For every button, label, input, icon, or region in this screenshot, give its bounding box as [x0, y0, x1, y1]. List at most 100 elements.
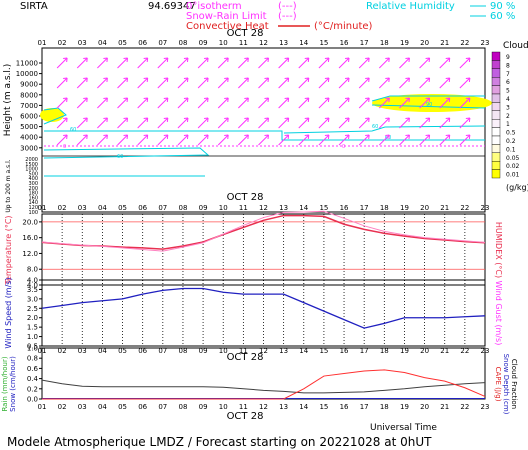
- wind-arrow: [419, 134, 431, 146]
- hour-tick-label: 08: [178, 347, 187, 355]
- wind-arrow: [338, 57, 350, 69]
- wind-arrow: [97, 117, 108, 129]
- wind-arrow-shaft: [258, 134, 269, 146]
- wind-tick-label: 0.5: [27, 343, 38, 351]
- hour-tick-label: 21: [440, 347, 449, 355]
- hour-tick-label: 20: [420, 204, 429, 212]
- wind-arrow-shaft: [399, 134, 410, 146]
- cloud-scale-swatch: [491, 127, 501, 137]
- height-tick-label: 1500: [25, 162, 38, 168]
- wind-tick-label: 1.5: [27, 324, 38, 332]
- wind-arrow-head: [324, 77, 330, 83]
- hour-tick-label: 05: [118, 39, 127, 47]
- hour-tick-label: 06: [138, 403, 147, 411]
- wind-arrow-shaft: [439, 97, 451, 109]
- wind-arrow-shaft: [137, 77, 149, 89]
- hour-tick-label: 14: [299, 204, 308, 212]
- hour-tick-label: 16: [340, 39, 349, 47]
- wind-arrow: [439, 57, 451, 69]
- wind-arrow-shaft: [278, 117, 289, 129]
- hour-tick-label: 11: [239, 39, 248, 47]
- wind-arrow-shaft: [298, 97, 310, 109]
- hour-tick-label: 15: [319, 39, 328, 47]
- date-label-top: OCT 28: [227, 28, 264, 39]
- wind-arrow-shaft: [117, 77, 128, 89]
- height-tick-label: 9000: [20, 81, 38, 89]
- wind-arrow-head: [385, 134, 390, 140]
- wind-arrow-head: [344, 77, 350, 83]
- wind-arrow-shaft: [358, 97, 370, 109]
- hour-tick-label: 01: [38, 204, 47, 212]
- wind-arrow-head: [365, 117, 370, 123]
- wind-arrow: [137, 117, 149, 129]
- wind-arrow-shaft: [117, 57, 128, 69]
- wind-arrow-head: [284, 57, 290, 63]
- wind-arrow-shaft: [399, 97, 410, 109]
- wind-arrow-shaft: [459, 97, 471, 109]
- height-tick-label: 160: [28, 195, 38, 201]
- wind-arrow-head: [465, 117, 471, 123]
- wind-arrow: [258, 117, 269, 129]
- hour-tick-label: 12: [259, 39, 268, 47]
- rh-contour: [371, 95, 486, 109]
- wind-arrow: [117, 134, 129, 146]
- wind-arrow: [117, 77, 129, 89]
- wind-arrow: [97, 77, 108, 89]
- hour-tick-label: 10: [219, 39, 228, 47]
- wind-arrow-shaft: [459, 77, 471, 89]
- wind-arrow: [56, 134, 68, 146]
- wind-arrow-shaft: [439, 117, 451, 129]
- wind-arrow-head: [465, 97, 471, 103]
- clouds-label: Clouds: [503, 41, 528, 51]
- wind-arrow-head: [183, 117, 189, 123]
- wind-arrow-head: [244, 77, 249, 83]
- wind-arrow-head: [304, 117, 310, 123]
- hour-tick-label: 13: [279, 39, 288, 47]
- wind-arrow-head: [123, 134, 129, 140]
- wind-arrow-head: [425, 117, 431, 123]
- wind-arrow-head: [365, 57, 370, 63]
- hour-tick-label: 13: [279, 204, 288, 212]
- height-panel: 01 02 03 04 05 06 07 08 09 10 11 12 13 14 15 16 17 18 19 20…: [3, 28, 528, 216]
- rh-label: 60: [385, 135, 391, 141]
- hour-tick-label: 05: [118, 403, 127, 411]
- rh-contour: [43, 107, 67, 125]
- height-tick-label: 140: [28, 200, 38, 206]
- wind-arrow-head: [365, 97, 370, 103]
- wind-arrow: [117, 117, 129, 129]
- wind-arrow-shaft: [378, 117, 390, 129]
- hour-tick-label: 10: [219, 347, 228, 355]
- hour-tick-label: 22: [460, 403, 469, 411]
- temp-tick-label: 16.0: [22, 234, 38, 242]
- wind-arrow-shaft: [97, 134, 108, 146]
- wind-arrow-head: [183, 77, 189, 83]
- rain-ylabel: Rain (mm/hour): [1, 356, 9, 411]
- cloud-scale-label: 5: [506, 88, 510, 95]
- temp-tick-label: 4.0: [27, 282, 38, 290]
- wind-arrow: [117, 57, 129, 69]
- wind-arrow-head: [284, 117, 290, 123]
- wind-arrow: [97, 134, 108, 146]
- wind-arrow: [378, 77, 390, 89]
- wind-arrow-shaft: [419, 97, 430, 109]
- wind-arrow: [278, 97, 290, 109]
- cloud-scale-swatch: [491, 152, 501, 162]
- wind-arrow-shaft: [439, 57, 451, 69]
- wind-arrow: [439, 117, 451, 129]
- wind-arrow-shaft: [217, 117, 229, 129]
- wind-arrow-head: [103, 97, 108, 103]
- wind-arrow: [177, 77, 189, 89]
- hour-tick-label: 12: [259, 403, 268, 411]
- wind-arrow: [137, 57, 149, 69]
- wind-arrow-head: [465, 57, 471, 63]
- hour-tick-label: 04: [98, 403, 107, 411]
- wind-arrow-head: [264, 57, 269, 63]
- legend-rh-90: 90 %: [490, 1, 515, 12]
- wind-arrow-head: [83, 134, 88, 140]
- height-tick-label: 6000: [20, 113, 38, 121]
- wind-arrow: [117, 97, 129, 109]
- hour-tick-label: 15: [319, 204, 328, 212]
- wind-arrow-shaft: [358, 57, 370, 69]
- wind-arrow-shaft: [419, 77, 430, 89]
- wind-tick-label: 3.0: [27, 295, 38, 303]
